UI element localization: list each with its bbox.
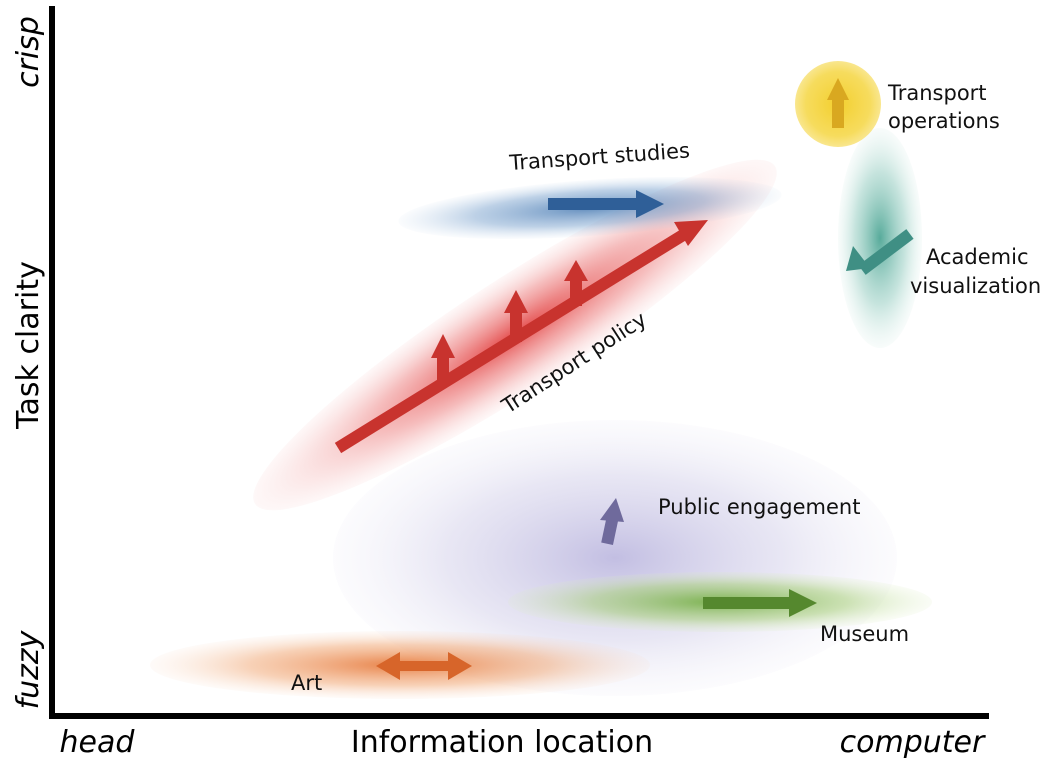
academic-visualization-region (838, 128, 922, 348)
transport-studies-label: Transport studies (508, 138, 691, 175)
academic-visualization-label-2: visualization (910, 274, 1041, 298)
arrow-left-right-icon (376, 652, 472, 680)
arrow-diagonal-up-right-icon (334, 220, 708, 454)
arrow-down-left-icon (846, 229, 914, 275)
transport-operations-label-2: operations (888, 109, 1000, 133)
museum-arrow-icon (703, 589, 817, 617)
transport-operations-label-1: Transport (887, 81, 987, 105)
x-axis-title: Information location (351, 725, 653, 760)
arrow-up-icon (827, 78, 849, 128)
policy-up-arrows (431, 260, 588, 385)
public-engagement-label: Public engagement (658, 495, 860, 519)
public-engagement-arrow-icon (600, 498, 624, 545)
x-axis-high-label: computer (840, 725, 986, 760)
arrow-right-icon (548, 190, 664, 218)
x-axis-low-label: head (60, 725, 136, 760)
y-axis-title: Task clarity (11, 261, 46, 430)
y-axis-high-label: crisp (11, 16, 46, 88)
academic-visualization-label-1: Academic (926, 245, 1029, 269)
art-label: Art (291, 671, 322, 695)
y-axis-low-label: fuzzy (11, 629, 46, 709)
museum-label: Museum (820, 622, 909, 646)
